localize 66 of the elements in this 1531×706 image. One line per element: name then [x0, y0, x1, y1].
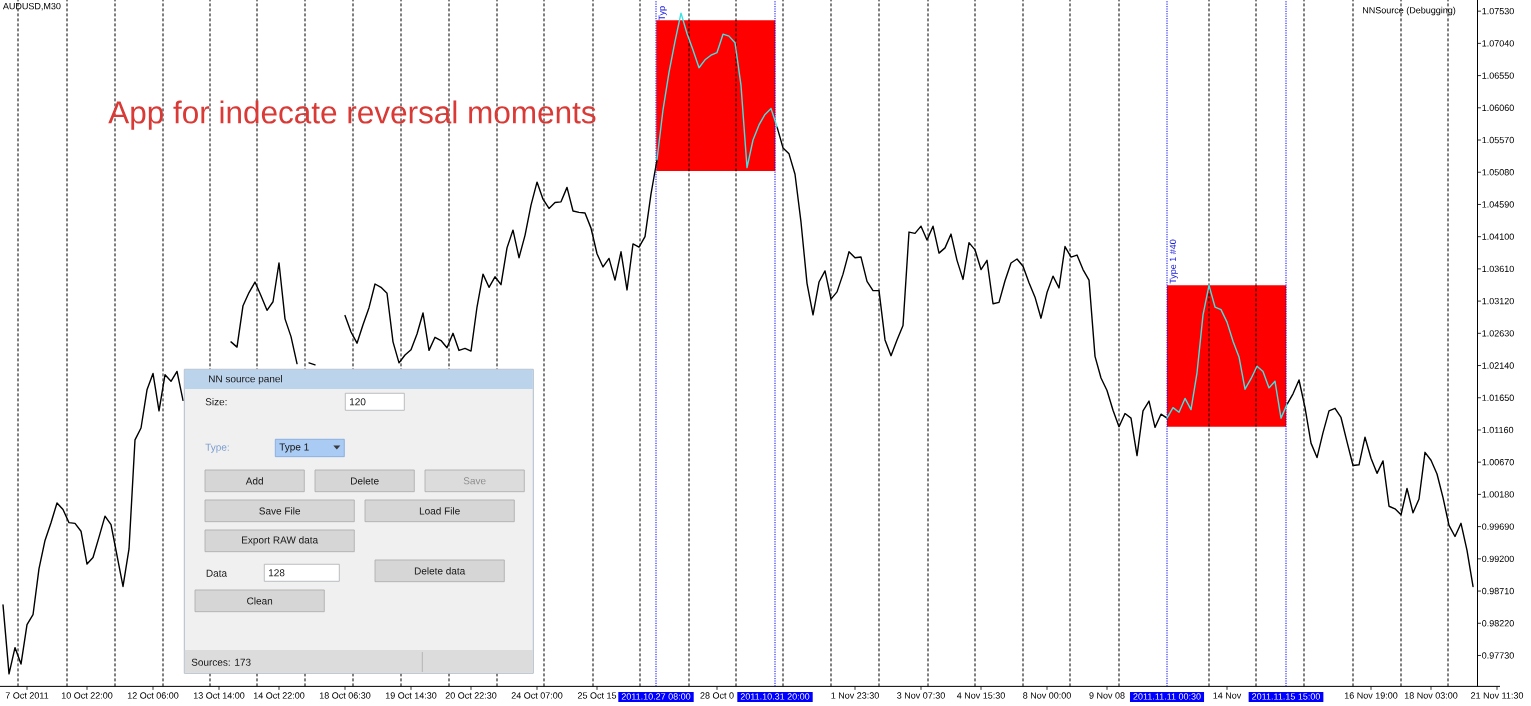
- y-tick-label: 1.02140: [1482, 362, 1514, 369]
- y-tick-label: 1.07040: [1482, 40, 1514, 47]
- y-tick-label: 1.01650: [1482, 394, 1514, 401]
- annotation: Sources: 173: [191, 658, 251, 666]
- x-tick-label: 18 Oct 06:30: [319, 692, 371, 699]
- x-tick-label: 20 Oct 22:30: [445, 692, 497, 699]
- y-tick-label: 1.00180: [1482, 491, 1514, 498]
- annotation: Type 1: [279, 443, 309, 453]
- y-tick-label: 1.02630: [1482, 330, 1514, 337]
- x-tick-label: 3 Nov 07:30: [897, 692, 945, 699]
- annotation: Delete: [351, 477, 379, 485]
- chart-title: AUDUSD,M30: [2, 2, 61, 11]
- annotation: Add: [245, 477, 263, 485]
- annotation: Clean: [247, 597, 273, 605]
- y-tick-label: 0.98220: [1482, 620, 1514, 627]
- y-tick-label: 1.06060: [1482, 104, 1514, 111]
- annotation: 128: [268, 569, 285, 577]
- annotation: Save File: [259, 507, 301, 515]
- x-tick-label: 19 Oct 14:30: [385, 692, 437, 699]
- x-tick-label: 14 Nov: [1213, 692, 1242, 699]
- annotation: Delete data: [414, 567, 466, 575]
- annotation: Save: [463, 477, 486, 485]
- x-tick-label: 14 Oct 22:00: [253, 692, 305, 699]
- annotation: Type 1 #40: [1169, 239, 1178, 284]
- x-tick-label: 28 Oct 0: [700, 692, 734, 699]
- y-tick-label: 0.97730: [1482, 652, 1514, 659]
- x-tick-label: 1 Nov 23:30: [831, 692, 879, 699]
- x-tick-label: 24 Oct 07:00: [511, 692, 563, 699]
- y-tick-label: 1.04100: [1482, 233, 1514, 240]
- y-tick-label: 0.99200: [1482, 555, 1514, 563]
- annotation: Type:: [205, 443, 229, 453]
- x-tick-label: 8 Nov 00:00: [1023, 692, 1071, 699]
- annotation: Size:: [205, 398, 227, 406]
- x-tick-label: 4 Nov 15:30: [956, 692, 1005, 699]
- text: 2011.10.27 08:00: [621, 693, 691, 700]
- annotation: 120: [349, 398, 366, 406]
- y-tick-label: 1.05080: [1482, 169, 1514, 176]
- x-tick-label: 7 Oct 2011: [5, 692, 49, 699]
- annotation: Export RAW data: [242, 536, 319, 546]
- annotation: Typ: [658, 6, 667, 21]
- annotation: NNSource (Debugging): [1363, 6, 1456, 16]
- text: 2011.10.31 20:00: [740, 693, 810, 700]
- annotation: Load File: [419, 507, 460, 515]
- x-tick-label: 9 Nov 08: [1089, 692, 1125, 699]
- x-tick-label: 10 Oct 22:00: [61, 692, 113, 699]
- annotation: App for indecate reversal moments: [108, 100, 596, 130]
- text: 2011.11.11 00:30: [1133, 693, 1201, 700]
- y-tick-label: 1.07530: [1482, 7, 1514, 15]
- text: 2011.11.15 15:00: [1252, 693, 1321, 700]
- y-tick-label: 1.03610: [1482, 265, 1514, 273]
- x-tick-label: 13 Oct 14:00: [193, 692, 245, 699]
- y-tick-label: 0.98710: [1482, 587, 1514, 595]
- y-tick-label: 1.05570: [1482, 136, 1514, 144]
- x-tick-label: 25 Oct 15: [577, 692, 617, 699]
- annotation: Data: [206, 569, 228, 577]
- text: NN source panel: [209, 375, 282, 385]
- x-tick-label: 18 Nov 03:00: [1404, 692, 1458, 699]
- x-tick-label: 12 Oct 06:00: [127, 692, 179, 699]
- x-tick-label: 21 Nov 11:30: [1471, 692, 1524, 699]
- y-tick-label: 0.99690: [1482, 523, 1514, 530]
- y-tick-label: 1.04590: [1482, 201, 1514, 208]
- x-tick-label: 16 Nov 19:00: [1344, 692, 1398, 699]
- y-tick-label: 1.00670: [1482, 459, 1514, 466]
- y-tick-label: 1.01160: [1482, 426, 1514, 434]
- y-tick-label: 1.06550: [1482, 72, 1514, 79]
- y-tick-label: 1.03120: [1482, 297, 1514, 305]
